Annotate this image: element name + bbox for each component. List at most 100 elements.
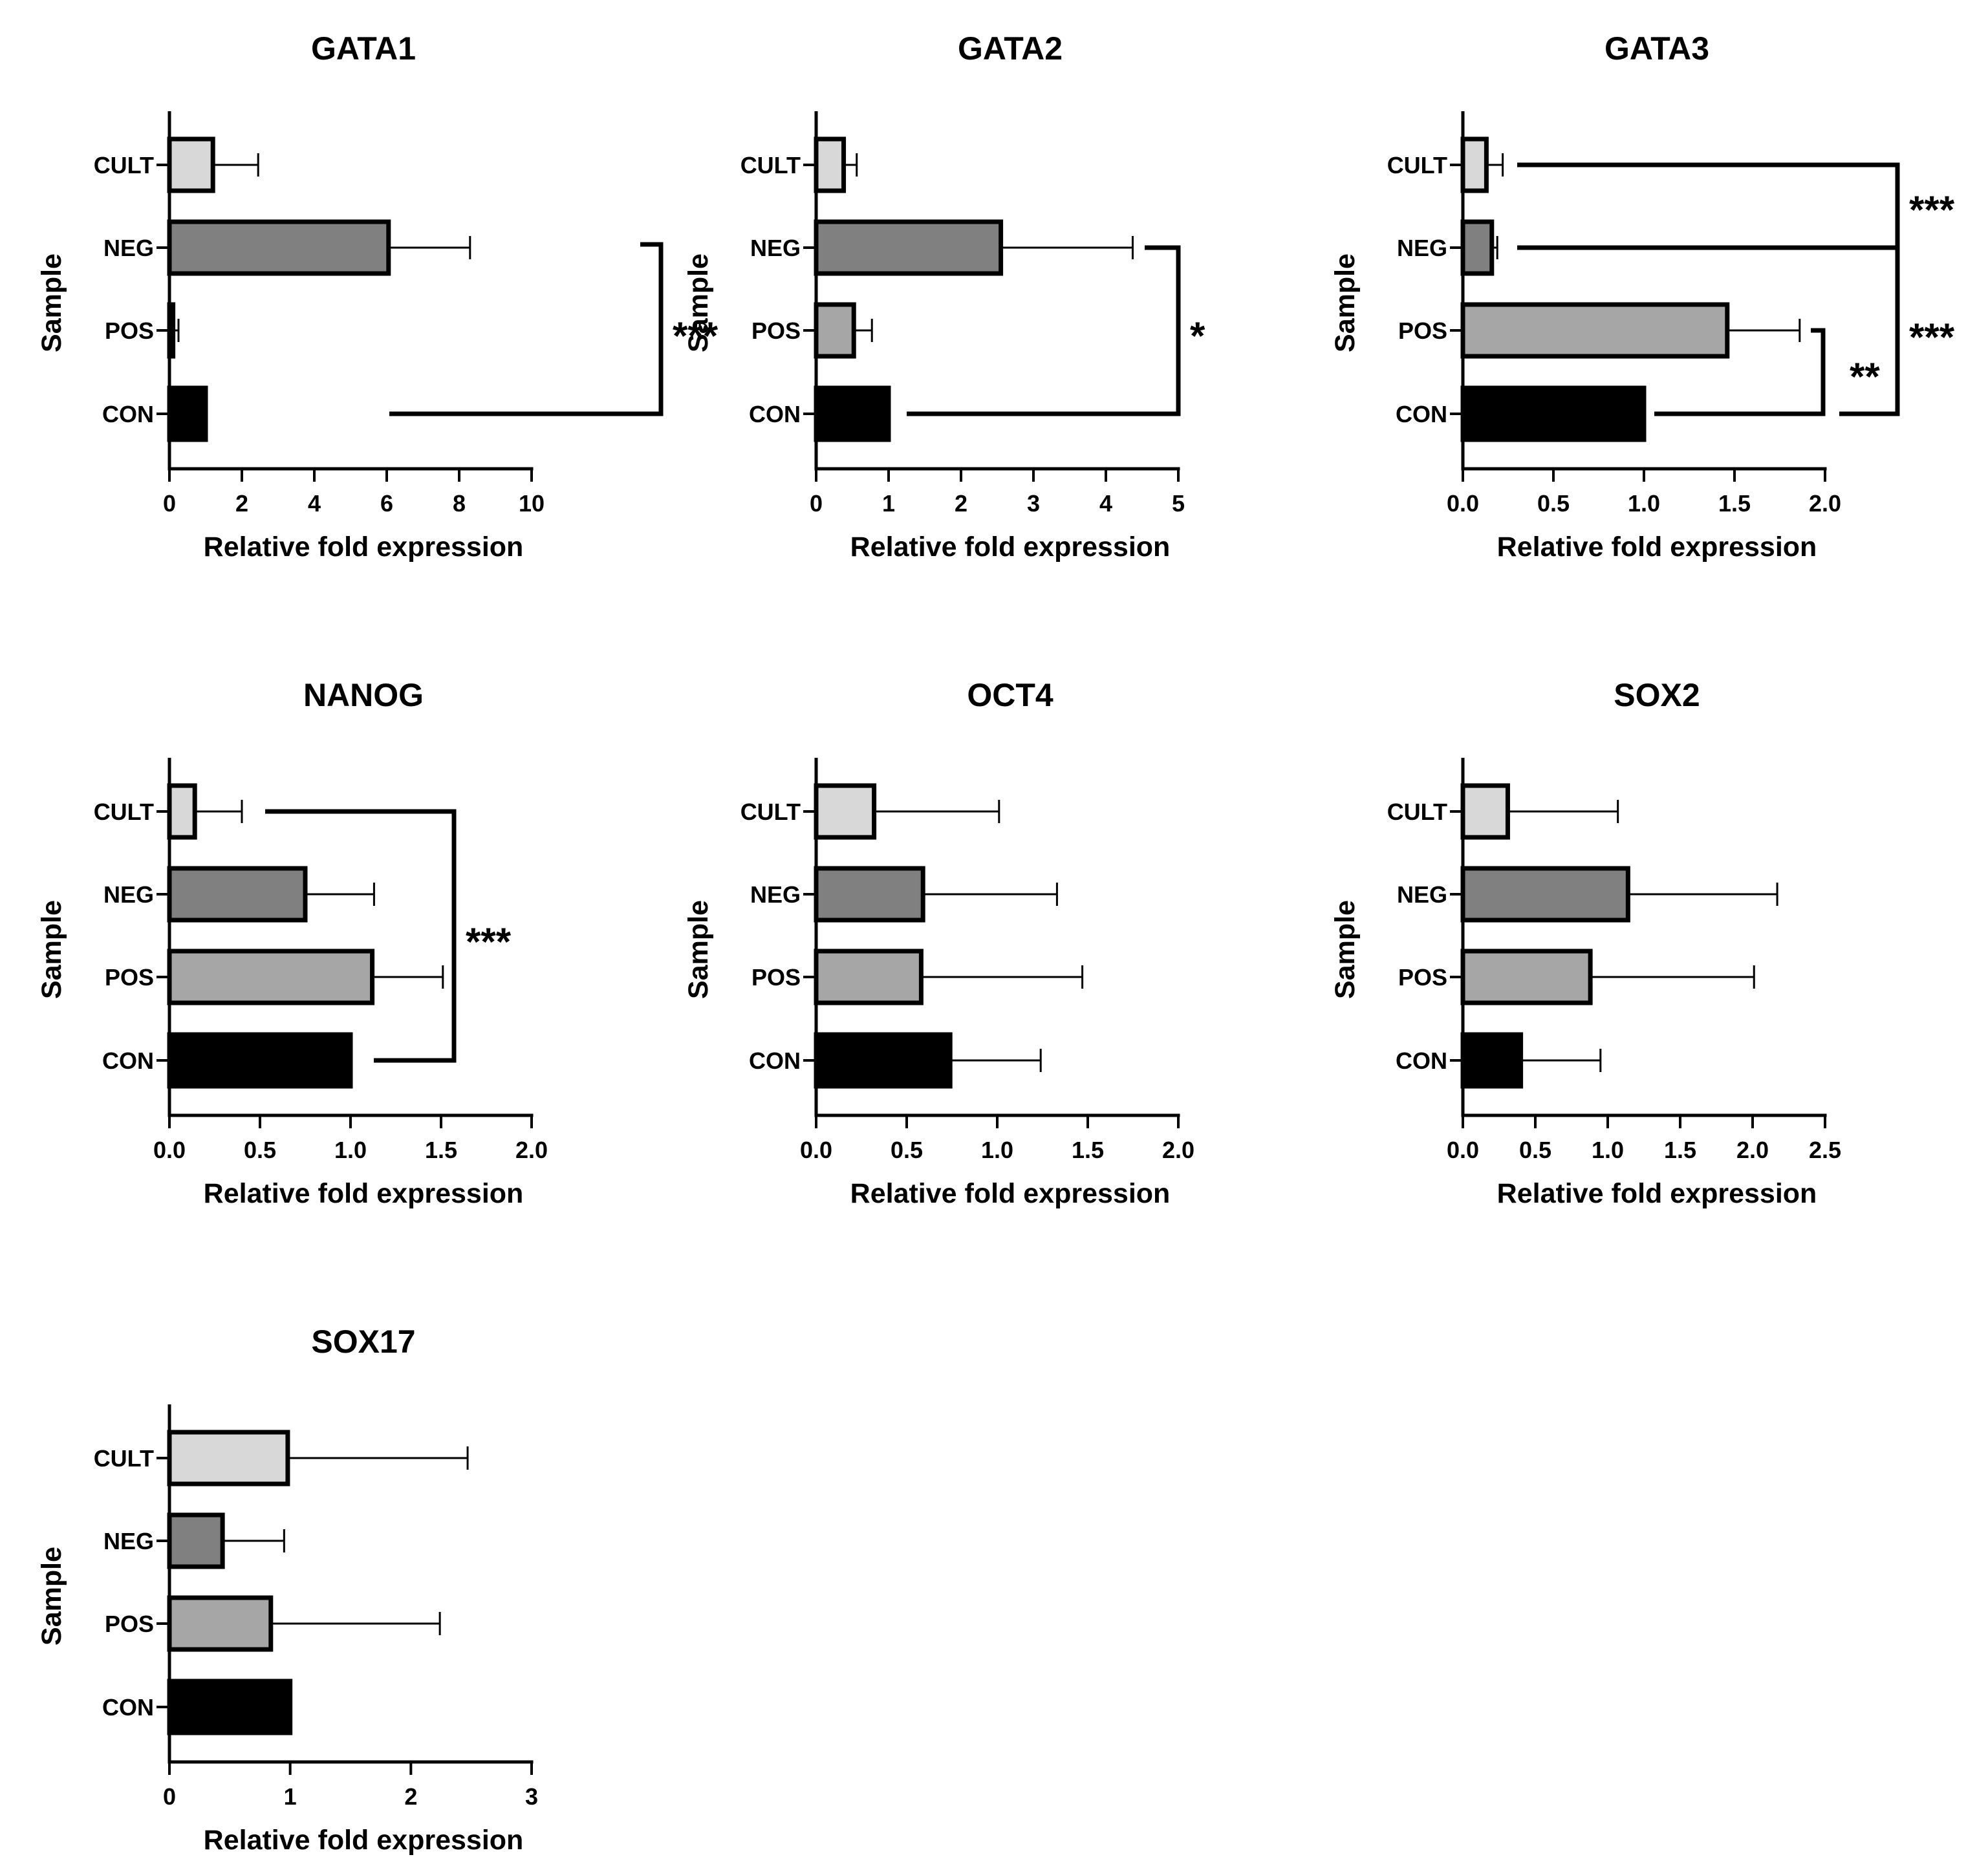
x-axis-label-sox2: Relative fold expression — [1497, 1178, 1817, 1209]
sig-bracket-gata2-0 — [907, 245, 1181, 416]
x-tick-label-gata2-2: 2 — [955, 490, 967, 517]
y-tick-label-sox17-con: CON — [102, 1694, 154, 1721]
x-tick-label-nanog-0: 0.0 — [153, 1137, 186, 1163]
x-tick-label-gata2-1: 1 — [882, 490, 895, 517]
sig-label-gata3-0: ** — [1850, 355, 1880, 398]
y-axis-label-sox17: Sample — [36, 1547, 67, 1646]
y-axis-label-nanog: Sample — [36, 900, 67, 999]
x-axis-label-oct4: Relative fold expression — [850, 1178, 1171, 1209]
panel-oct4: OCT4 CULT NEG POS CON Sample 0.0 0.5 1.0 1.5 2.0 Re… — [683, 677, 1194, 1209]
x-tick-label-gata2-4: 4 — [1099, 490, 1112, 517]
x-axis-label-gata2: Relative fold expression — [850, 531, 1171, 563]
x-tick-label-nanog-2: 1.0 — [334, 1137, 367, 1163]
y-tick-label-nanog-neg: NEG — [103, 881, 154, 908]
x-axis-label-nanog: Relative fold expression — [204, 1178, 524, 1209]
y-tick-label-gata2-neg: NEG — [750, 235, 801, 261]
panel-gata1: GATA1 CULT NEG POS CON Sample 0 2 4 6 8 10 Relative … — [36, 30, 718, 563]
x-tick-label-nanog-3: 1.5 — [425, 1137, 457, 1163]
y-tick-label-gata3-neg: NEG — [1397, 235, 1447, 261]
x-tick-label-sox2-2: 1.0 — [1592, 1137, 1624, 1163]
y-tick-label-gata3-pos: POS — [1398, 317, 1447, 344]
x-tick-label-sox17-0: 0 — [163, 1783, 176, 1810]
x-tick-label-gata1-0: 0 — [163, 490, 176, 517]
bar-gata3-neg — [1460, 219, 1495, 276]
x-tick-label-sox2-4: 2.0 — [1736, 1137, 1769, 1163]
sig-label-gata2-0: * — [1190, 314, 1205, 358]
bar-gata2-pos — [814, 302, 856, 359]
chart-title-oct4: OCT4 — [967, 677, 1053, 713]
x-tick-label-sox2-3: 1.5 — [1664, 1137, 1696, 1163]
y-axis-label-gata1: Sample — [36, 253, 67, 352]
y-axis-label-oct4: Sample — [683, 900, 714, 999]
bar-sox17-cult — [167, 1430, 290, 1487]
bar-gata2-con — [814, 385, 891, 442]
bar-nanog-con — [167, 1032, 353, 1089]
y-tick-label-gata3-con: CON — [1396, 401, 1447, 427]
sig-label-gata3-2: *** — [1909, 316, 1955, 359]
x-axis-label-gata3: Relative fold expression — [1497, 531, 1817, 563]
bar-sox2-neg — [1460, 866, 1630, 923]
sig-bracket-gata1-0 — [389, 242, 664, 416]
x-tick-label-sox2-5: 2.5 — [1809, 1137, 1841, 1163]
bar-nanog-pos — [167, 949, 375, 1005]
y-tick-label-nanog-con: CON — [102, 1047, 154, 1074]
x-tick-label-gata2-3: 3 — [1027, 490, 1040, 517]
sig-bracket-nanog-0 — [265, 809, 457, 1063]
chart-title-sox17: SOX17 — [311, 1324, 415, 1360]
x-tick-label-gata3-1: 0.5 — [1537, 490, 1570, 517]
x-axis-label-sox17: Relative fold expression — [204, 1825, 524, 1856]
bar-sox17-neg — [167, 1512, 225, 1569]
x-tick-label-gata3-3: 1.5 — [1718, 490, 1751, 517]
bar-sox2-pos — [1460, 949, 1593, 1005]
bar-sox17-pos — [167, 1595, 274, 1652]
chart-title-nanog: NANOG — [303, 677, 424, 713]
y-tick-label-gata1-con: CON — [102, 401, 154, 427]
sig-bracket-gata3-1 — [1517, 162, 1900, 250]
y-tick-label-oct4-neg: NEG — [750, 881, 801, 908]
y-tick-label-sox17-neg: NEG — [103, 1528, 154, 1554]
x-tick-label-sox17-2: 2 — [404, 1783, 417, 1810]
y-tick-label-gata2-con: CON — [749, 401, 801, 427]
y-tick-label-gata3-cult: CULT — [1387, 152, 1447, 178]
bar-gata3-cult — [1460, 136, 1489, 193]
bar-gata1-con — [167, 385, 208, 442]
x-tick-label-gata1-2: 4 — [308, 490, 321, 517]
x-tick-label-nanog-4: 2.0 — [515, 1137, 548, 1163]
x-axis-label-gata1: Relative fold expression — [204, 531, 524, 563]
y-tick-label-sox2-cult: CULT — [1387, 799, 1447, 825]
chart-title-sox2: SOX2 — [1614, 677, 1700, 713]
x-tick-label-gata2-0: 0 — [810, 490, 823, 517]
y-tick-label-oct4-con: CON — [749, 1047, 801, 1074]
bar-nanog-neg — [167, 866, 308, 923]
bar-sox2-con — [1460, 1032, 1524, 1089]
x-tick-label-nanog-1: 0.5 — [244, 1137, 276, 1163]
x-tick-label-gata2-5: 5 — [1172, 490, 1185, 517]
y-axis-label-gata3: Sample — [1330, 253, 1361, 352]
bar-sox2-cult — [1460, 783, 1510, 840]
y-tick-label-sox2-con: CON — [1396, 1047, 1447, 1074]
sig-label-gata1-0: *** — [673, 314, 718, 358]
panel-gata3: GATA3 CULT NEG POS CON Sample 0.0 0.5 1.0 1.5 2.0 R… — [1330, 30, 1955, 563]
chart-title-gata3: GATA3 — [1604, 30, 1709, 67]
y-tick-label-sox17-cult: CULT — [94, 1445, 154, 1472]
bar-nanog-cult — [167, 783, 197, 840]
x-tick-label-oct4-4: 2.0 — [1162, 1137, 1194, 1163]
x-tick-label-gata3-0: 0.0 — [1447, 490, 1479, 517]
bar-gata2-neg — [814, 219, 1004, 276]
y-tick-label-sox17-pos: POS — [105, 1611, 154, 1637]
sig-label-gata3-1: *** — [1909, 188, 1955, 231]
x-tick-label-sox17-1: 1 — [284, 1783, 297, 1810]
panel-sox2: SOX2 CULT NEG POS CON Sample 0.0 0.5 1.0 1.5 2.0 2.… — [1330, 677, 1841, 1209]
panel-nanog: NANOG CULT NEG POS CON Sample 0.0 0.5 1.0 1.5 2.0 R… — [36, 677, 548, 1209]
x-tick-label-gata1-5: 10 — [519, 490, 545, 517]
y-tick-label-nanog-cult: CULT — [94, 799, 154, 825]
y-tick-label-gata1-cult: CULT — [94, 152, 154, 178]
y-tick-label-sox2-neg: NEG — [1397, 881, 1447, 908]
x-tick-label-oct4-2: 1.0 — [981, 1137, 1013, 1163]
y-tick-label-oct4-pos: POS — [751, 964, 801, 991]
y-axis-label-gata2: Sample — [683, 253, 714, 352]
x-tick-label-gata1-1: 2 — [235, 490, 248, 517]
sig-bracket-gata3-2 — [1517, 245, 1900, 416]
